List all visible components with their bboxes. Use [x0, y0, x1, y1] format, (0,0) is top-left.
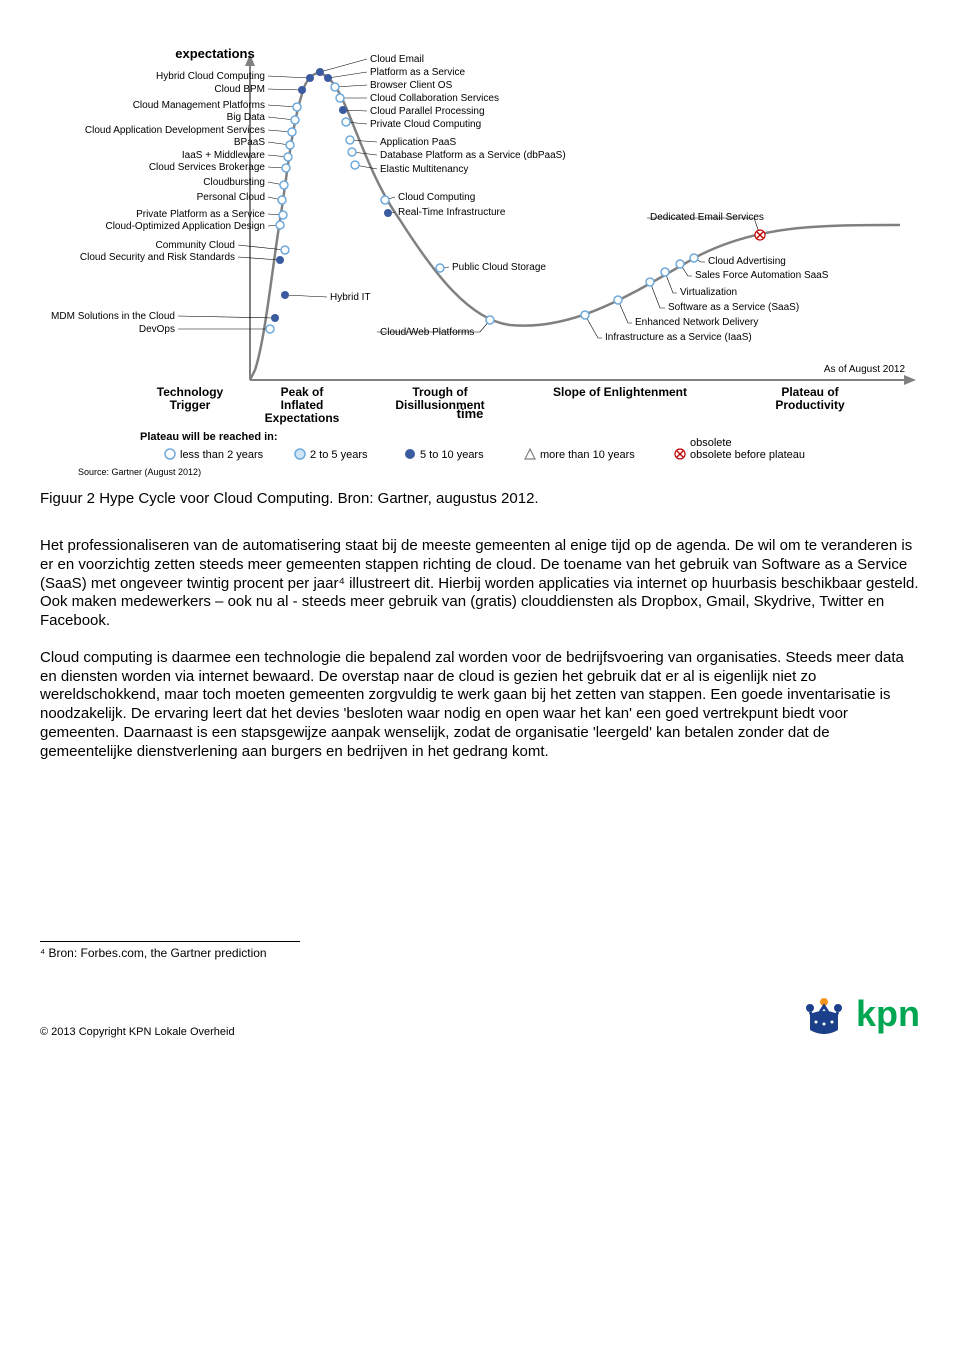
svg-text:Platform as a Service: Platform as a Service: [370, 67, 465, 78]
svg-text:Cloud Security and Risk Standa: Cloud Security and Risk Standards: [80, 252, 235, 263]
hype-cycle-chart: expectationstimeTechnologyTriggerPeak of…: [40, 20, 920, 480]
svg-text:Database Platform as a Service: Database Platform as a Service (dbPaaS): [380, 150, 566, 161]
svg-text:Infrastructure as a Service (I: Infrastructure as a Service (IaaS): [605, 332, 752, 343]
paragraph-2: Cloud computing is daarmee een technolog…: [40, 649, 920, 762]
copyright-text: © 2013 Copyright KPN Lokale Overheid: [40, 1026, 235, 1038]
svg-text:Cloudbursting: Cloudbursting: [203, 177, 265, 188]
svg-text:Virtualization: Virtualization: [680, 287, 737, 298]
svg-text:Cloud BPM: Cloud BPM: [214, 84, 265, 95]
svg-text:IaaS + Middleware: IaaS + Middleware: [182, 150, 266, 161]
svg-text:Software as a Service (SaaS): Software as a Service (SaaS): [668, 302, 799, 313]
footnote-4: ⁴ Bron: Forbes.com, the Gartner predicti…: [40, 946, 920, 960]
svg-text:Cloud Computing: Cloud Computing: [398, 192, 475, 203]
kpn-logo: kpn: [800, 990, 920, 1038]
chart-svg: expectationstimeTechnologyTriggerPeak of…: [40, 20, 920, 480]
svg-text:Plateau of: Plateau of: [781, 385, 839, 399]
svg-text:Cloud Services Brokerage: Cloud Services Brokerage: [149, 162, 266, 173]
svg-text:less than 2 years: less than 2 years: [180, 449, 264, 461]
svg-text:Sales Force Automation SaaS: Sales Force Automation SaaS: [695, 270, 829, 281]
svg-text:Public Cloud Storage: Public Cloud Storage: [452, 262, 546, 273]
figure-caption: Figuur 2 Hype Cycle voor Cloud Computing…: [40, 490, 920, 507]
svg-text:Cloud-Optimized Application De: Cloud-Optimized Application Design: [105, 221, 265, 232]
svg-text:Trigger: Trigger: [170, 398, 211, 412]
svg-text:Productivity: Productivity: [775, 398, 845, 412]
svg-text:more than 10 years: more than 10 years: [540, 449, 635, 461]
svg-text:Real-Time Infrastructure: Real-Time Infrastructure: [398, 207, 506, 218]
svg-text:Hybrid IT: Hybrid IT: [330, 292, 371, 303]
svg-text:MDM Solutions in the Cloud: MDM Solutions in the Cloud: [51, 311, 175, 322]
svg-text:DevOps: DevOps: [139, 324, 175, 335]
svg-text:Technology: Technology: [157, 385, 224, 399]
svg-text:Personal Cloud: Personal Cloud: [197, 192, 265, 203]
svg-text:Dedicated Email Services: Dedicated Email Services: [650, 212, 764, 223]
svg-text:Inflated: Inflated: [281, 398, 324, 412]
svg-text:Disillusionment: Disillusionment: [395, 398, 484, 412]
svg-text:Elastic Multitenancy: Elastic Multitenancy: [380, 164, 468, 175]
svg-text:obsolete before plateau: obsolete before plateau: [690, 449, 805, 461]
svg-text:expectations: expectations: [175, 46, 254, 61]
svg-text:Expectations: Expectations: [265, 411, 340, 425]
svg-text:Private Platform as a Service: Private Platform as a Service: [136, 209, 265, 220]
svg-text:Enhanced Network Delivery: Enhanced Network Delivery: [635, 317, 758, 328]
svg-text:Hybrid Cloud Computing: Hybrid Cloud Computing: [156, 71, 265, 82]
svg-text:Browser Client OS: Browser Client OS: [370, 80, 453, 91]
svg-text:Big Data: Big Data: [227, 112, 266, 123]
svg-text:As of August 2012: As of August 2012: [824, 364, 906, 375]
svg-text:Application PaaS: Application PaaS: [380, 137, 456, 148]
kpn-logo-text: kpn: [856, 993, 920, 1035]
svg-text:Plateau will be reached in:: Plateau will be reached in:: [140, 431, 278, 443]
svg-text:Cloud/Web Platforms: Cloud/Web Platforms: [380, 327, 474, 338]
svg-text:BPaaS: BPaaS: [234, 137, 265, 148]
footnote-rule: [40, 941, 300, 942]
svg-text:Cloud Advertising: Cloud Advertising: [708, 256, 786, 267]
svg-text:Slope of Enlightenment: Slope of Enlightenment: [553, 385, 687, 399]
kpn-crown-icon: [800, 990, 848, 1038]
svg-text:Cloud Application Development: Cloud Application Development Services: [85, 125, 265, 136]
svg-text:obsolete: obsolete: [690, 437, 732, 449]
svg-text:Community Cloud: Community Cloud: [156, 240, 235, 251]
svg-text:Cloud Parallel Processing: Cloud Parallel Processing: [370, 106, 485, 117]
svg-text:Trough of: Trough of: [412, 385, 468, 399]
svg-text:Cloud Collaboration Services: Cloud Collaboration Services: [370, 93, 499, 104]
svg-text:2 to 5 years: 2 to 5 years: [310, 449, 368, 461]
svg-text:Cloud Email: Cloud Email: [370, 54, 424, 65]
svg-text:Private Cloud Computing: Private Cloud Computing: [370, 119, 481, 130]
svg-text:Peak of: Peak of: [281, 385, 325, 399]
svg-text:5 to 10 years: 5 to 10 years: [420, 449, 484, 461]
paragraph-1: Het professionaliseren van de automatise…: [40, 537, 920, 631]
svg-text:Source: Gartner (August 2012): Source: Gartner (August 2012): [78, 467, 201, 477]
svg-text:Cloud Management Platforms: Cloud Management Platforms: [133, 100, 265, 111]
